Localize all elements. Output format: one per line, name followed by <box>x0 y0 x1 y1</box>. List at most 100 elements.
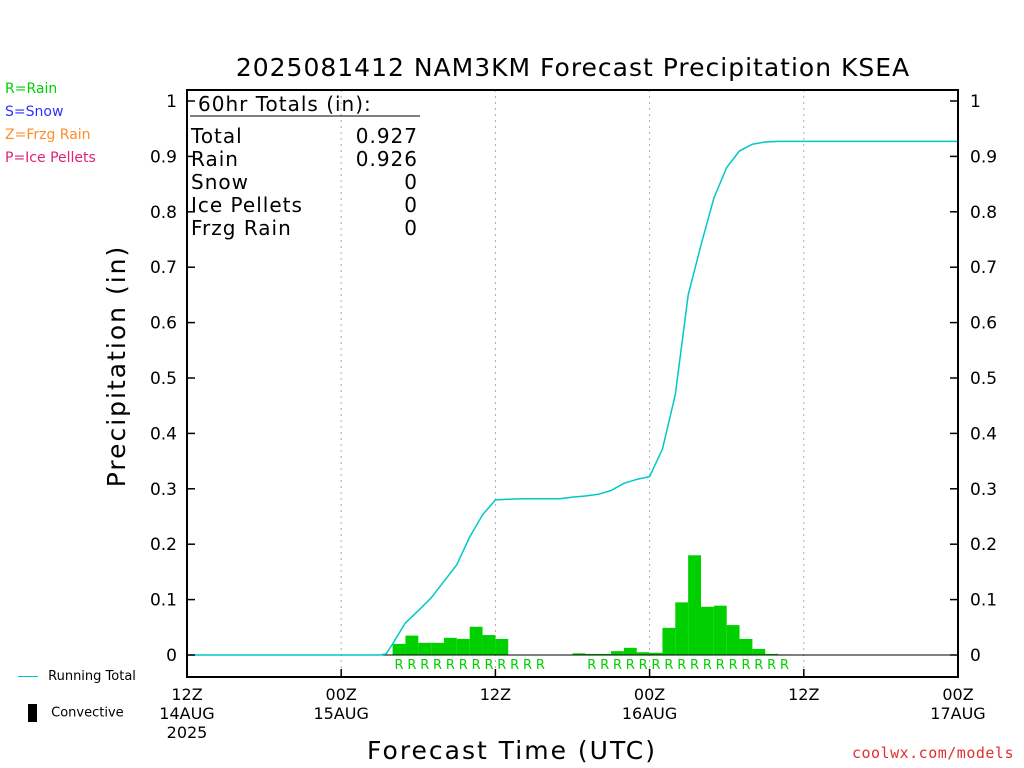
y-tick-label-left: 0.7 <box>150 258 177 278</box>
x-axis-label: Forecast Time (UTC) <box>367 736 657 765</box>
y-tick-label-left: 0.6 <box>150 314 177 334</box>
y-axis-right: 0 0.1 0.2 0.3 0.4 0.5 0.6 0.7 0.8 0.9 1 <box>950 92 997 666</box>
x-tick-label: 17AUG <box>930 704 985 723</box>
rain-bar <box>662 627 676 655</box>
x-tick-label: 00Z <box>942 685 973 704</box>
y-axis-label: Precipitation (in) <box>102 245 131 488</box>
ptype-marker: R <box>433 658 442 673</box>
ptype-legend-item: Z=Frzg Rain <box>5 127 91 143</box>
y-tick-label-left: 1 <box>166 92 177 112</box>
rain-bar <box>726 625 740 655</box>
x-tick-label: 16AUG <box>622 704 677 723</box>
ptype-marker: R <box>536 658 545 673</box>
rain-bars <box>392 555 791 655</box>
ptype-marker: R <box>459 658 468 673</box>
totals-row-value: 0 <box>404 193 418 217</box>
convective-swatch <box>28 704 37 722</box>
rain-bar <box>611 651 624 655</box>
totals-row-value: 0.926 <box>356 147 418 171</box>
rain-bar <box>623 647 637 655</box>
running-total-label: Running Total <box>48 669 136 684</box>
ptype-marker: R <box>497 658 506 673</box>
x-tick-label: 00Z <box>326 685 357 704</box>
ptype-marker: R <box>484 658 493 673</box>
convective-label: Convective <box>51 705 124 721</box>
rain-bar <box>495 638 509 655</box>
y-axis-left: 0 0.1 0.2 0.3 0.4 0.5 0.6 0.7 0.8 0.9 1 <box>150 92 195 666</box>
ptype-marker: R <box>626 658 635 673</box>
totals-row-label: Frzg Rain <box>191 216 292 240</box>
y-tick-label-right: 0 <box>970 646 981 666</box>
rain-bar <box>431 642 444 655</box>
y-tick-label-left: 0.1 <box>150 591 177 611</box>
rain-bar <box>598 653 612 655</box>
ptype-marker: R <box>395 658 404 673</box>
y-tick-label-left: 0.2 <box>150 535 177 555</box>
rain-bar <box>444 637 457 655</box>
totals-rows: Total 0.927 Rain 0.926 Snow 0 Ice Pellets 0 Frzg… <box>190 124 418 240</box>
chart-title: 2025081412 NAM3KM Forecast Precipitation… <box>236 53 910 82</box>
ptype-legend-item: R=Rain <box>5 81 58 97</box>
y-tick-label-right: 0.4 <box>970 424 997 444</box>
ptype-marker: R <box>472 658 481 673</box>
ptype-marker: R <box>446 658 455 673</box>
ptype-marker: R <box>716 658 725 673</box>
ptype-legend-item: S=Snow <box>5 104 64 120</box>
rain-bar <box>418 642 432 655</box>
gridlines <box>340 90 805 677</box>
rain-bar <box>392 643 406 655</box>
y-tick-label-left: 0 <box>166 646 177 666</box>
rain-bar <box>739 638 753 655</box>
totals-row-label: Rain <box>191 147 239 171</box>
totals-row-label: Total <box>190 124 243 148</box>
y-tick-label-left: 0.4 <box>150 424 177 444</box>
running-total-legend: Running Total <box>18 669 136 684</box>
rain-bar <box>636 652 650 655</box>
y-tick-label-left: 0.3 <box>150 480 177 500</box>
y-tick-label-right: 0.6 <box>970 314 997 334</box>
totals-row-value: 0 <box>404 170 418 194</box>
x-tick-label: 12Z <box>480 685 511 704</box>
rain-bar <box>405 635 419 655</box>
ptype-marker: R <box>780 658 789 673</box>
ptype-marker: R <box>703 658 712 673</box>
y-tick-label-left: 0.8 <box>150 203 177 223</box>
x-tick-label: 14AUG <box>159 704 214 723</box>
y-tick-label-right: 1 <box>970 92 981 112</box>
ptype-marker: R <box>767 658 776 673</box>
x-tick-label: 15AUG <box>313 704 368 723</box>
ptype-marker: R <box>664 658 673 673</box>
convective-legend: Convective <box>28 704 124 722</box>
ptype-marker: R <box>639 658 648 673</box>
ptype-marker: R <box>652 658 661 673</box>
ptype-marker: R <box>523 658 532 673</box>
y-tick-label-right: 0.3 <box>970 480 997 500</box>
ptype-marker: R <box>754 658 763 673</box>
ptype-marker: R <box>420 658 429 673</box>
y-tick-label-right: 0.5 <box>970 369 997 389</box>
x-tick-label: 2025 <box>167 723 208 742</box>
y-tick-label-right: 0.8 <box>970 203 997 223</box>
running-total-swatch <box>18 676 38 677</box>
running-total-line <box>187 140 958 656</box>
rain-bar <box>572 653 586 655</box>
y-tick-label-right: 0.7 <box>970 258 997 278</box>
ptype-marker: R <box>677 658 686 673</box>
x-tick-label: 12Z <box>171 685 202 704</box>
y-tick-label-right: 0.1 <box>970 591 997 611</box>
rain-bar <box>713 605 727 655</box>
totals-header: 60hr Totals (in): <box>198 92 372 116</box>
y-tick-label-left: 0.9 <box>150 147 177 167</box>
ptype-marker: R <box>729 658 738 673</box>
ptype-marker: R <box>510 658 519 673</box>
ptype-marker: R <box>407 658 416 673</box>
rain-bar <box>469 626 483 655</box>
ptype-marker: R <box>587 658 596 673</box>
ptype-marker: R <box>613 658 622 673</box>
totals-box: 60hr Totals (in): Total 0.927 Rain 0.926 Sno… <box>190 92 420 240</box>
rain-bar <box>675 602 689 655</box>
rain-bar <box>649 652 663 655</box>
rain-bar <box>688 555 701 655</box>
ptype-marker: R <box>741 658 750 673</box>
